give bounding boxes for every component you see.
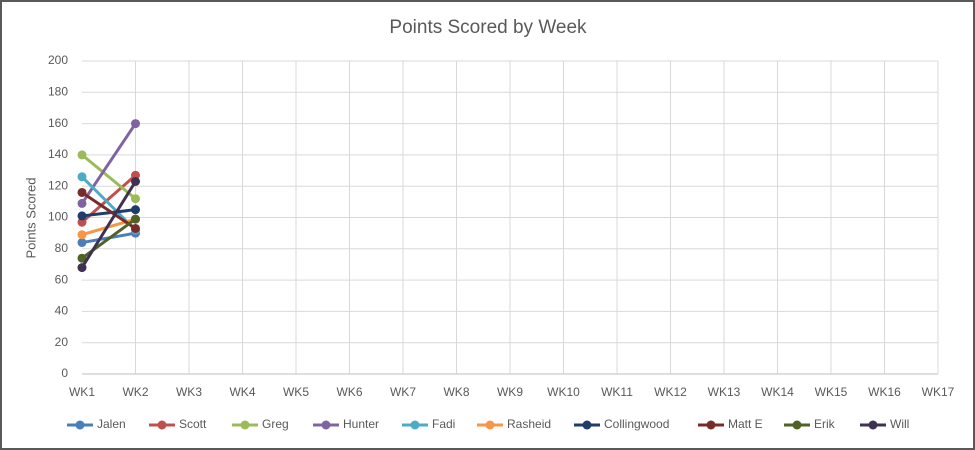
y-tick-label: 120 <box>48 178 68 192</box>
series-line <box>81 191 137 230</box>
point <box>77 198 87 208</box>
chart-title: Points Scored by Week <box>389 17 587 38</box>
x-tick-label: WK2 <box>122 385 148 399</box>
legend-marker <box>240 420 250 430</box>
point <box>77 172 87 182</box>
x-tick-label: WK4 <box>229 385 255 399</box>
series-line <box>81 208 136 218</box>
legend-marker <box>75 420 85 430</box>
x-tick-label: WK3 <box>176 385 202 399</box>
point <box>131 205 140 215</box>
point <box>77 211 87 221</box>
point <box>131 119 140 129</box>
legend-label: Erik <box>814 417 836 431</box>
point <box>77 230 87 240</box>
x-tick-label: WK1 <box>69 385 95 399</box>
legend-marker <box>582 420 592 430</box>
x-tick-label: WK7 <box>390 385 416 399</box>
point <box>131 177 140 187</box>
series-line <box>80 122 137 205</box>
x-tick-label: WK6 <box>336 385 362 399</box>
series-line <box>81 153 137 200</box>
x-tick-label: WK13 <box>708 385 741 399</box>
point <box>131 194 140 204</box>
legend-marker <box>868 420 878 430</box>
y-tick-label: 0 <box>61 366 68 380</box>
y-tick-label: 160 <box>48 116 68 130</box>
x-tick-label: WK9 <box>497 385 523 399</box>
legend-marker <box>485 420 495 430</box>
x-tick-label: WK5 <box>283 385 309 399</box>
point <box>77 263 87 273</box>
y-tick-label: 140 <box>48 147 68 161</box>
x-tick-label: WK8 <box>443 385 469 399</box>
point <box>131 170 140 180</box>
legend-label: Collingwood <box>604 417 669 431</box>
x-tick-label: WK10 <box>547 385 580 399</box>
y-tick-label: 200 <box>48 53 68 67</box>
point <box>77 253 87 263</box>
legend-label: Jalen <box>97 417 126 431</box>
x-tick-label: WK12 <box>654 385 687 399</box>
y-tick-label: 20 <box>55 335 69 349</box>
legend-marker <box>157 420 167 430</box>
legend-label: Greg <box>262 417 289 431</box>
y-tick-label: 180 <box>48 84 68 98</box>
legend-marker <box>792 420 802 430</box>
point <box>77 238 87 248</box>
y-axis-title: Points Scored <box>23 178 38 259</box>
legend-marker <box>321 420 331 430</box>
x-tick-label: WK17 <box>922 385 955 399</box>
y-tick-label: 100 <box>48 210 68 224</box>
point <box>131 214 140 224</box>
y-tick-label: 60 <box>55 272 69 286</box>
legend-label: Rasheid <box>507 417 551 431</box>
legend-label: Hunter <box>343 417 379 431</box>
point <box>77 150 87 160</box>
legend-label: Fadi <box>432 417 455 431</box>
legend-label: Will <box>890 417 909 431</box>
legend-marker <box>706 420 716 430</box>
point <box>77 217 87 227</box>
legend-label: Matt E <box>728 417 763 431</box>
y-tick-label: 40 <box>55 304 69 318</box>
point <box>131 223 140 233</box>
series-line <box>80 180 137 269</box>
x-tick-label: WK16 <box>868 385 901 399</box>
y-tick-label: 80 <box>55 241 69 255</box>
x-tick-label: WK15 <box>815 385 848 399</box>
point <box>77 187 87 197</box>
x-tick-label: WK11 <box>601 385 633 399</box>
legend-label: Scott <box>179 417 207 431</box>
x-tick-label: WK14 <box>761 385 794 399</box>
legend-marker <box>410 420 420 430</box>
